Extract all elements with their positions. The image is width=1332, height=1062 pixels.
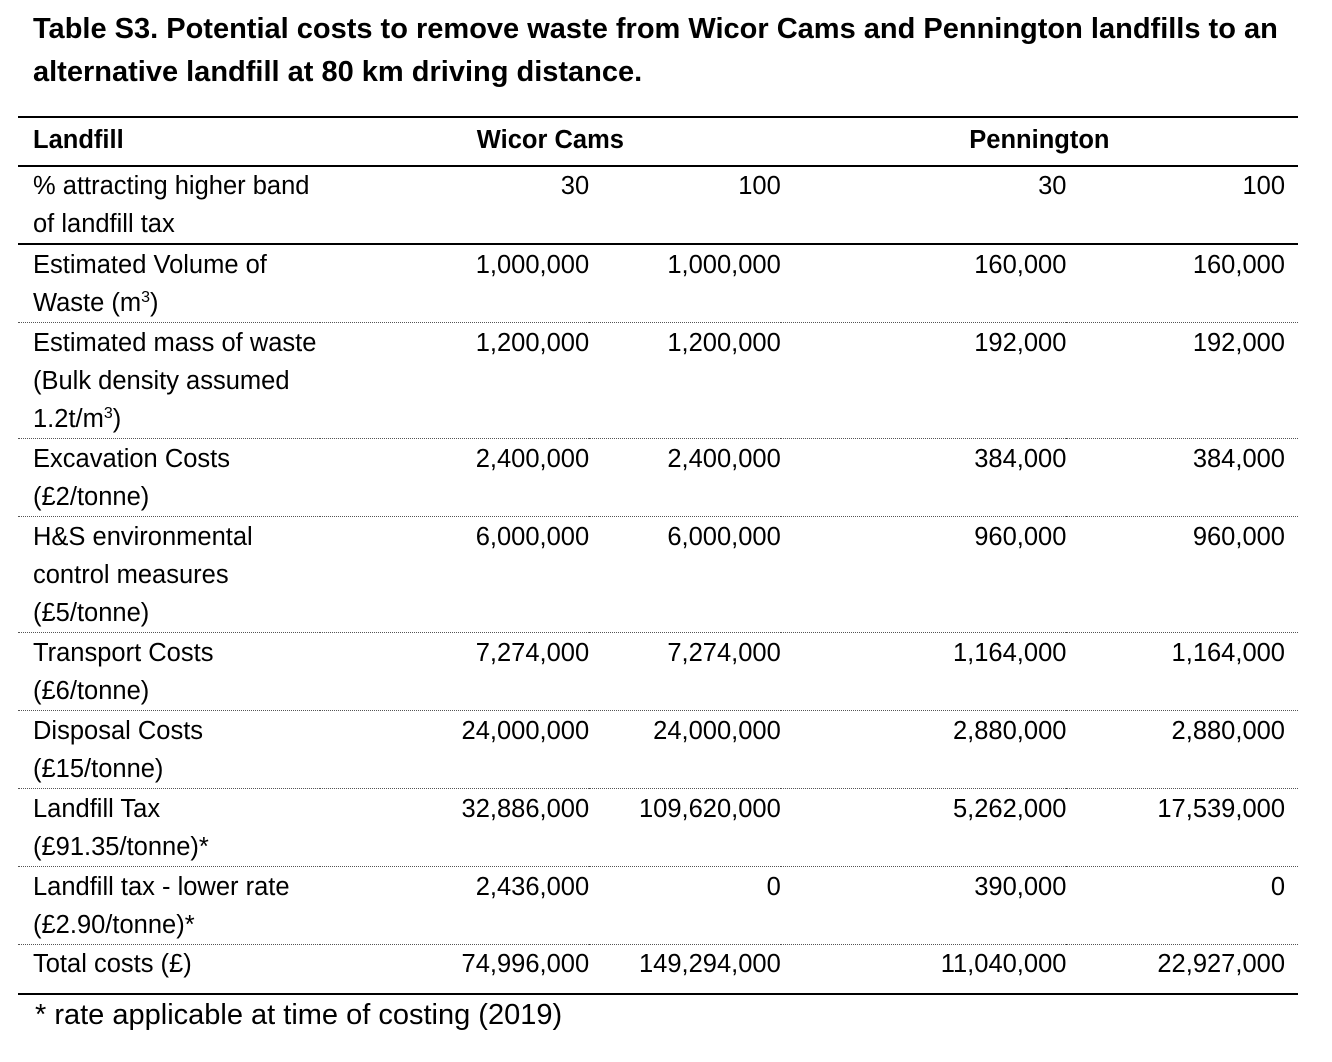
table-row: Disposal Costs (£15/tonne) 24,000,000 24… [18,711,1298,789]
cell-wicor-30: 74,996,000 [461,950,590,978]
row-label: Disposal Costs (£15/tonne) [33,717,204,783]
table-row: Estimated mass of waste (Bulk density as… [18,323,1298,439]
table-row: Estimated Volume of Waste (m3) 1,000,000… [18,244,1298,323]
cell-wicor-100: 24,000,000 [653,717,781,745]
cell-wicor-100: 7,274,000 [667,639,781,667]
cell-wicor-30: 6,000,000 [475,523,590,551]
cell-pennington-100: 0 [1270,873,1285,901]
cell-wicor-100: 1,200,000 [667,329,781,357]
cell-pennington-30: 5,262,000 [952,795,1067,823]
cell-pennington-100: 17,539,000 [1157,795,1285,823]
cell-wicor-30: 30 [560,172,590,200]
row-label: Total costs (£) [33,950,192,978]
cell-pennington-100: 1,164,000 [1171,639,1285,667]
cell-wicor-30: 2,400,000 [475,445,590,473]
cell-pennington-100: 22,927,000 [1157,950,1285,978]
table-row: Landfill tax - lower rate (£2.90/tonne)*… [18,867,1298,945]
table-caption: Table S3. Potential costs to remove wast… [33,8,1323,94]
table-row: H&S environmental control measures (£5/t… [18,517,1298,633]
cell-pennington-30: 192,000 [974,329,1067,357]
cell-pennington-30: 960,000 [974,523,1067,551]
row-label: Landfill tax - lower rate (£2.90/tonne)* [33,873,290,939]
cell-pennington-100: 192,000 [1192,329,1285,357]
row-label: Landfill Tax (£91.35/tonne)* [33,795,209,861]
cell-pennington-30: 160,000 [974,251,1067,279]
cell-wicor-30: 1,000,000 [475,251,590,279]
row-label: Estimated mass of waste (Bulk density as… [33,329,317,433]
caption-line-1: Table S3. Potential costs to remove wast… [33,13,1278,45]
cell-wicor-100: 149,294,000 [638,950,781,978]
cell-pennington-30: 390,000 [974,873,1067,901]
cell-wicor-30: 7,274,000 [475,639,590,667]
cell-wicor-100: 0 [766,873,781,901]
header-pennington: Pennington [969,126,1110,154]
cell-pennington-30: 2,880,000 [952,717,1067,745]
table-row: Excavation Costs (£2/tonne) 2,400,000 2,… [18,439,1298,517]
cell-pennington-100: 100 [1242,172,1285,200]
cell-pennington-30: 30 [1038,172,1067,200]
cell-pennington-30: 11,040,000 [940,950,1067,978]
cell-pennington-100: 384,000 [1192,445,1285,473]
header-wicor-cams: Wicor Cams [476,126,624,154]
row-label: Estimated Volume of Waste (m3) [33,251,267,317]
caption-line-2: alternative landfill at 80 km driving di… [33,56,643,88]
cell-pennington-100: 960,000 [1192,523,1285,551]
cell-wicor-30: 2,436,000 [475,873,590,901]
cell-wicor-100: 2,400,000 [667,445,781,473]
cell-pennington-100: 2,880,000 [1171,717,1285,745]
cell-wicor-100: 109,620,000 [638,795,781,823]
header-row: Landfill Wicor Cams Pennington [18,117,1298,166]
row-label: Transport Costs (£6/tonne) [33,639,214,705]
row-label: H&S environmental control measures (£5/t… [33,523,253,627]
cell-wicor-100: 1,000,000 [667,251,781,279]
cell-wicor-100: 6,000,000 [667,523,781,551]
cell-wicor-30: 32,886,000 [461,795,590,823]
table-footnote: * rate applicable at time of costing (20… [35,999,563,1031]
cell-pennington-100: 160,000 [1192,251,1285,279]
total-row: Total costs (£) 74,996,000 149,294,000 1… [18,945,1298,994]
cell-pennington-30: 1,164,000 [952,639,1067,667]
row-label: Excavation Costs (£2/tonne) [33,445,231,511]
costs-table: Landfill Wicor Cams Pennington % attract… [18,116,1298,995]
row-label: % attracting higher band of landfill tax [33,172,310,238]
header-landfill: Landfill [33,126,124,154]
cell-pennington-30: 384,000 [974,445,1067,473]
table-row: Landfill Tax (£91.35/tonne)* 32,886,000 … [18,789,1298,867]
table-row: Transport Costs (£6/tonne) 7,274,000 7,2… [18,633,1298,711]
table-row: % attracting higher band of landfill tax… [18,166,1298,244]
cell-wicor-30: 24,000,000 [461,717,590,745]
cell-wicor-30: 1,200,000 [475,329,590,357]
cell-wicor-100: 100 [738,172,781,200]
